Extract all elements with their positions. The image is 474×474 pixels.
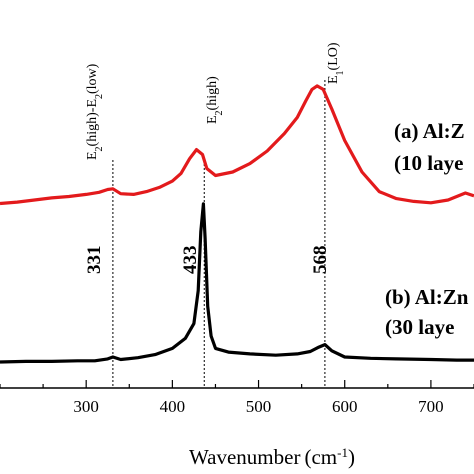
reference-lines <box>112 80 326 388</box>
peak-value-433: 433 <box>180 246 201 275</box>
mode-label-568: E1(LO) <box>326 42 346 84</box>
mode-label-433: E2(high) <box>205 76 225 124</box>
plot-frame: 300 400 500 600 700 <box>0 380 474 416</box>
x-tick-label: 500 <box>246 397 272 416</box>
legend-sublabel-a: (10 laye <box>394 151 463 175</box>
x-tick-label: 400 <box>160 397 186 416</box>
legend-label-b: (b) Al:Zn <box>385 285 469 309</box>
series-line-a <box>0 84 474 206</box>
x-axis-title: Wavenumber (cm-1) <box>189 445 355 470</box>
legend-sublabel-b: (30 laye <box>385 315 454 339</box>
x-tick-label: 300 <box>73 397 99 416</box>
series-line-b <box>0 202 474 364</box>
legend-label-a: (a) Al:Z <box>394 119 465 143</box>
spectrum-series <box>0 84 474 364</box>
x-tick-label: 700 <box>418 397 444 416</box>
mode-label-331: E2(high)-E2(low) <box>85 63 105 160</box>
peak-value-568: 568 <box>310 246 331 275</box>
x-tick-label: 600 <box>332 397 358 416</box>
peak-value-331: 331 <box>84 246 105 275</box>
annotations: E2(high)-E2(low) 331 E2(high) 433 E1(LO) 568 (… <box>84 42 469 339</box>
